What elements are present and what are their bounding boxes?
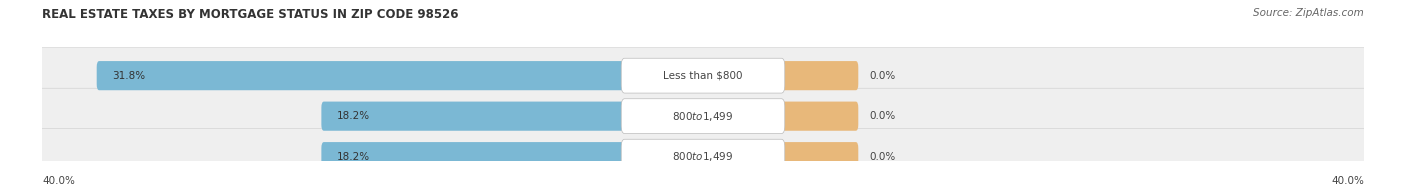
Text: 0.0%: 0.0% — [869, 71, 896, 81]
FancyBboxPatch shape — [779, 61, 858, 90]
FancyBboxPatch shape — [779, 102, 858, 131]
Text: $800 to $1,499: $800 to $1,499 — [672, 150, 734, 163]
FancyBboxPatch shape — [621, 139, 785, 174]
FancyBboxPatch shape — [37, 129, 1369, 185]
Text: Less than $800: Less than $800 — [664, 71, 742, 81]
Text: 40.0%: 40.0% — [42, 176, 75, 186]
Text: $800 to $1,499: $800 to $1,499 — [672, 110, 734, 123]
Text: 18.2%: 18.2% — [337, 152, 370, 162]
FancyBboxPatch shape — [322, 142, 627, 171]
FancyBboxPatch shape — [621, 58, 785, 93]
Text: REAL ESTATE TAXES BY MORTGAGE STATUS IN ZIP CODE 98526: REAL ESTATE TAXES BY MORTGAGE STATUS IN … — [42, 8, 458, 21]
FancyBboxPatch shape — [779, 142, 858, 171]
FancyBboxPatch shape — [97, 61, 627, 90]
Text: Source: ZipAtlas.com: Source: ZipAtlas.com — [1253, 8, 1364, 18]
Text: 40.0%: 40.0% — [1331, 176, 1364, 186]
Text: 0.0%: 0.0% — [869, 111, 896, 121]
FancyBboxPatch shape — [621, 99, 785, 134]
FancyBboxPatch shape — [37, 48, 1369, 104]
Text: 18.2%: 18.2% — [337, 111, 370, 121]
FancyBboxPatch shape — [37, 88, 1369, 144]
Text: 31.8%: 31.8% — [112, 71, 145, 81]
Text: 0.0%: 0.0% — [869, 152, 896, 162]
FancyBboxPatch shape — [322, 102, 627, 131]
